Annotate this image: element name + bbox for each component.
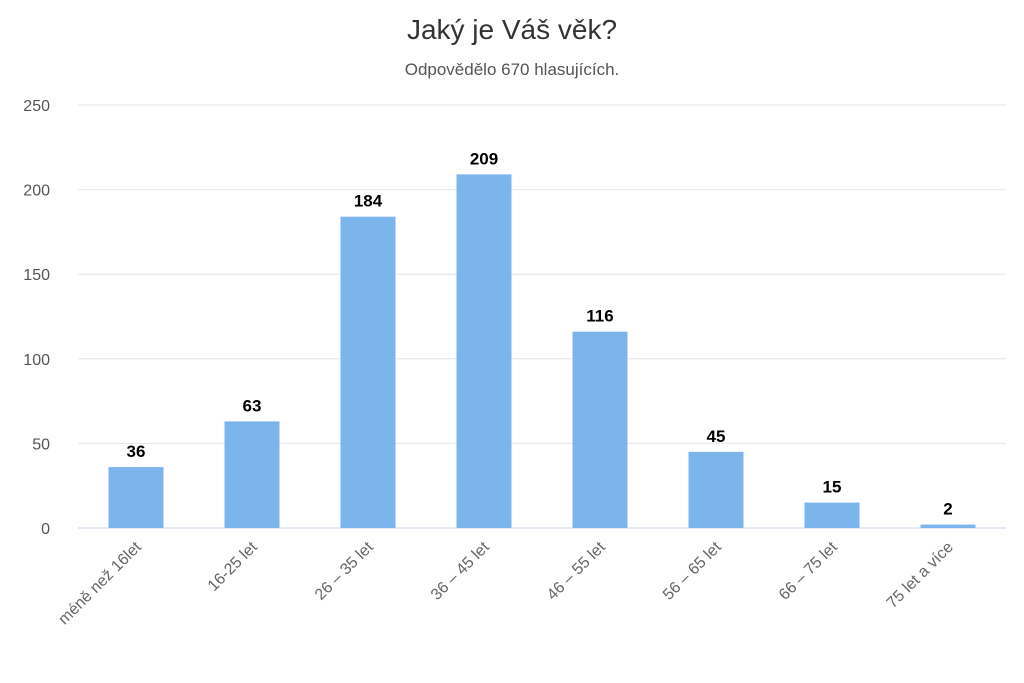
- x-tick-label: 66 – 75 let: [776, 538, 841, 603]
- data-label: 116: [586, 307, 613, 326]
- bar: [804, 502, 860, 528]
- y-axis-ticks: 0 50 100 150 200 250: [23, 98, 50, 538]
- y-tick-label: 250: [23, 98, 50, 115]
- x-tick-label: 75 let a více: [884, 539, 957, 612]
- y-tick-label: 0: [41, 521, 50, 538]
- y-tick-label: 200: [23, 183, 50, 200]
- bar: [224, 421, 280, 528]
- data-label: 36: [127, 442, 146, 461]
- x-tick-label: 56 – 65 let: [660, 538, 725, 603]
- data-label: 184: [354, 192, 383, 211]
- y-tick-label: 50: [32, 436, 50, 453]
- bar: [920, 524, 976, 528]
- x-axis-ticks: méně než 16let 16-25 let 26 – 35 let 36 – 4…: [55, 538, 956, 628]
- x-tick-label: 36 – 45 let: [428, 538, 493, 603]
- y-tick-label: 100: [23, 352, 50, 369]
- grid-lines: [78, 104, 1006, 529]
- bar: [688, 451, 744, 528]
- bar: [456, 174, 512, 528]
- x-tick-label: 26 – 35 let: [312, 538, 377, 603]
- data-labels: 36 63 184 209 116 45 15 2: [127, 149, 953, 518]
- bars: [108, 174, 976, 528]
- data-label: 15: [823, 478, 842, 497]
- y-tick-label: 150: [23, 267, 50, 284]
- chart-title: Jaký je Váš věk?: [406, 14, 618, 45]
- bar: [340, 216, 396, 528]
- x-tick-label: 16-25 let: [205, 538, 261, 594]
- x-tick-label: méně než 16let: [55, 538, 145, 628]
- x-tick-label: 46 – 55 let: [544, 538, 609, 603]
- data-label: 63: [243, 396, 262, 415]
- data-label: 45: [707, 427, 726, 446]
- chart-subtitle: Odpovědělo 670 hlasujících.: [404, 60, 620, 79]
- data-label: 209: [470, 149, 498, 168]
- data-label: 2: [943, 500, 952, 519]
- bar: [572, 331, 628, 528]
- bar: [108, 467, 164, 528]
